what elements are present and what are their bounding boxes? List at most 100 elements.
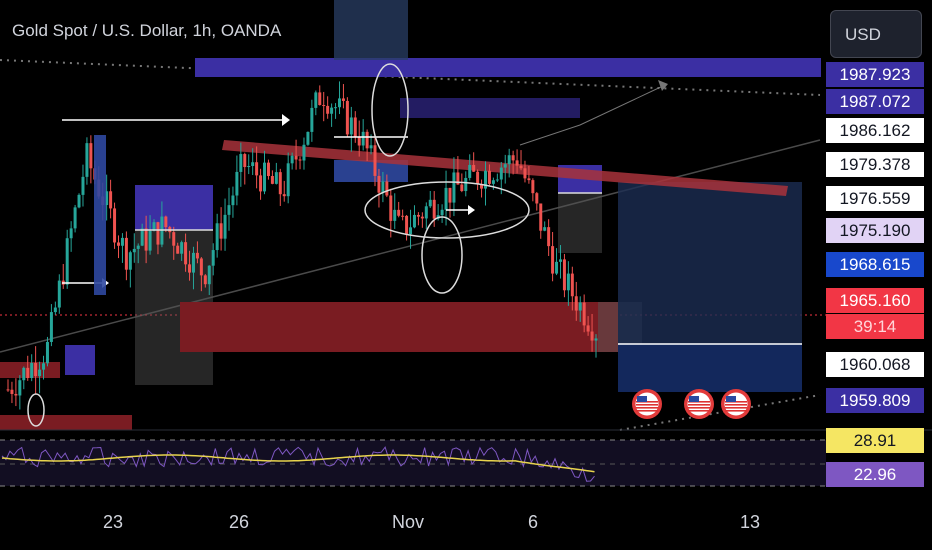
candle [397,209,401,216]
candle [578,302,582,311]
candle [255,162,259,176]
price-axis-label: 1987.923 [826,62,924,87]
candle [385,181,389,196]
candle [468,164,472,178]
candle [515,160,519,166]
candle [239,154,243,172]
candle [152,222,156,231]
candle [128,252,132,270]
box-mid [334,160,408,182]
rsi-axis-label: 28.91 [826,428,924,453]
currency-button[interactable]: USD [830,10,922,58]
candle [456,172,460,185]
grey-box-right [558,193,602,253]
candle [409,227,413,235]
candle [464,177,468,192]
candle [34,362,38,377]
candle [590,331,594,341]
candle [132,248,136,253]
candle [503,164,507,168]
candle [326,105,330,114]
candle [519,165,523,169]
price-axis-label: 1976.559 [826,186,924,211]
candle [574,296,578,311]
candle [176,245,180,254]
candle [539,203,543,231]
candle [420,216,424,219]
time-tick: 6 [528,512,539,532]
candle [247,166,251,168]
candle [298,159,302,161]
us-flag-event-icon [688,404,710,406]
candle [491,180,495,184]
candle [49,312,53,342]
arrow-head [282,114,290,126]
candle [65,238,69,285]
candle [369,145,373,149]
candle [405,215,409,235]
candle [69,228,73,239]
highlight-ellipse [27,393,45,427]
candle [243,154,247,168]
candle [401,215,405,217]
target-zone [618,344,802,392]
candle [424,206,428,219]
candle [215,223,219,251]
candle [594,338,598,341]
candle [26,367,30,379]
projection-arrow-head [658,80,668,91]
candle [511,155,515,161]
candle [428,199,432,207]
dotted-support-line [619,394,821,431]
us-flag-event-icon [689,396,699,402]
price-axis-label: 1979.378 [826,152,924,177]
candle [81,176,85,195]
candle [527,178,531,181]
price-axis-label: 1965.160 [826,288,924,313]
candle [180,242,184,254]
highlight-ellipse [421,216,463,294]
candle [306,131,310,145]
price-axis-label: 39:14 [826,314,924,339]
candle [294,155,298,160]
candle [219,223,223,239]
demand-zone [180,302,618,352]
chart-title: Gold Spot / U.S. Dollar, 1h, OANDA [12,21,282,40]
candle [337,98,341,108]
candle [203,275,207,285]
time-tick: 23 [103,512,124,532]
candle [199,258,203,276]
candle [109,191,113,209]
price-axis-label: 1987.072 [826,89,924,114]
small-supply-zone [400,98,580,118]
candle [18,380,22,396]
candle [227,205,231,215]
candle [73,207,77,229]
candle [476,171,480,185]
us-flag-event-icon [636,407,658,409]
candle [113,208,117,243]
candle [14,393,18,396]
candle [551,246,555,274]
candle [266,162,270,177]
candle [330,107,334,114]
candle [547,227,551,247]
candle [558,259,562,262]
candle [105,191,109,206]
candle [144,228,148,251]
candle [444,187,448,210]
candle [184,242,188,265]
candle [148,230,152,251]
candle [42,363,46,370]
rsi-signal-line [1,454,595,473]
candle [235,171,239,196]
box-top [334,0,408,60]
highlight-ellipse [364,181,530,239]
us-flag-event-icon [725,404,747,406]
candle [334,107,338,109]
candle [487,170,491,184]
candle [570,273,574,297]
candle [140,228,144,246]
candle [156,222,160,245]
